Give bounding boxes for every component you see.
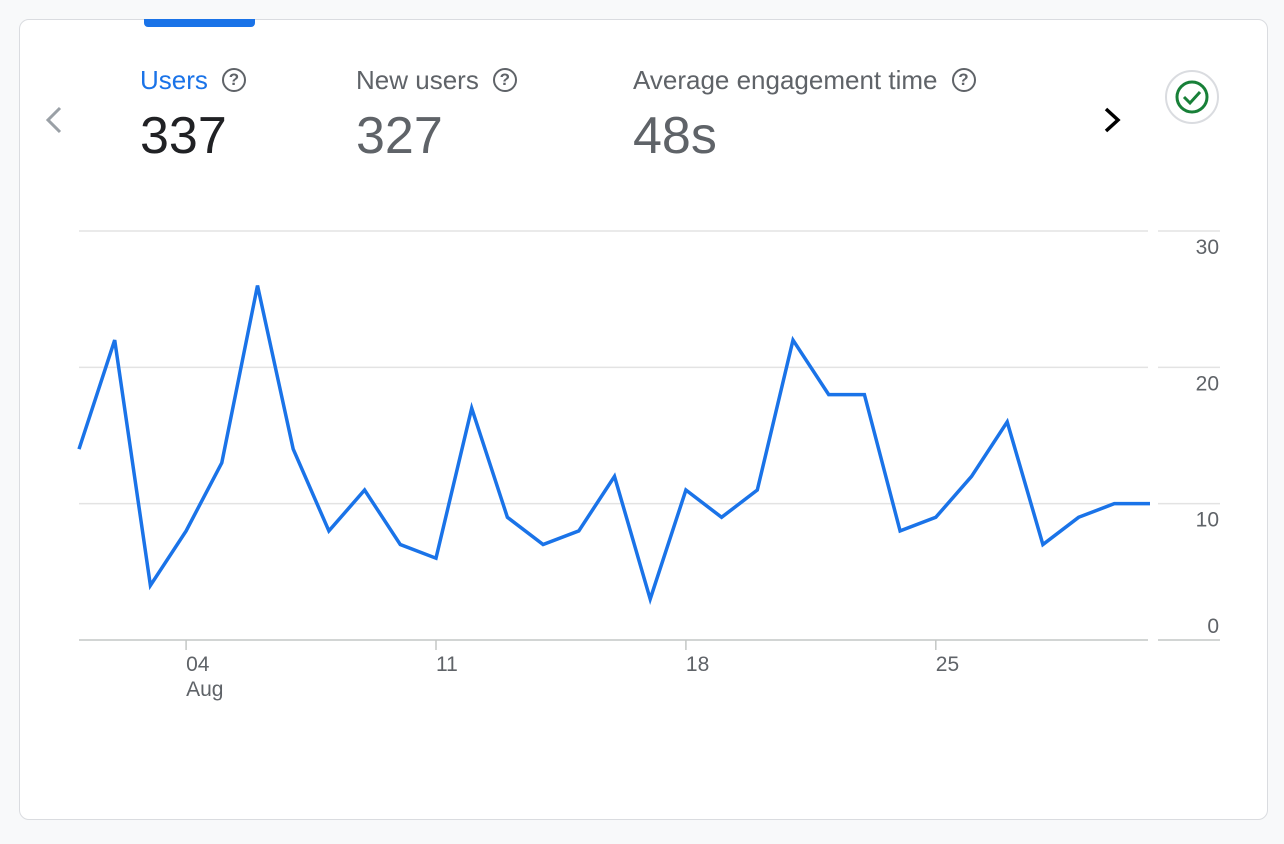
help-circle-icon[interactable]: ?: [221, 68, 246, 92]
y-tick-label: 30: [1196, 236, 1219, 259]
data-point[interactable]: [787, 334, 799, 346]
x-tick-label: 04: [186, 653, 210, 676]
metric-value: 327: [356, 107, 443, 165]
metric-label: New users: [356, 64, 479, 95]
data-point[interactable]: [680, 484, 692, 496]
users-overview-card: [19, 19, 1268, 820]
data-point[interactable]: [287, 443, 299, 455]
metric-tab-new-users[interactable]: New users? 327: [356, 62, 517, 166]
metric-tab-users[interactable]: Users? 337: [140, 62, 246, 166]
data-point[interactable]: [1037, 539, 1049, 551]
data-point[interactable]: [751, 484, 763, 496]
data-point[interactable]: [359, 484, 371, 496]
data-point[interactable]: [180, 525, 192, 537]
check-circle-icon: [1175, 80, 1209, 114]
data-point[interactable]: [716, 511, 728, 523]
metric-tab-avg-engagement-time[interactable]: Average engagement time? 48s: [633, 62, 976, 166]
data-point[interactable]: [394, 539, 406, 551]
data-point[interactable]: [966, 470, 978, 482]
x-tick-label: 25: [936, 653, 959, 676]
data-point[interactable]: [894, 525, 906, 537]
status-indicator[interactable]: [1165, 70, 1219, 124]
data-point[interactable]: [858, 389, 870, 401]
data-point[interactable]: [252, 280, 264, 292]
data-point[interactable]: [609, 470, 621, 482]
data-point[interactable]: [930, 511, 942, 523]
data-point[interactable]: [323, 525, 335, 537]
y-tick-label: 0: [1207, 615, 1219, 638]
data-point[interactable]: [1108, 498, 1120, 510]
active-tab-indicator: [144, 19, 255, 27]
metric-label: Average engagement time: [633, 64, 938, 95]
data-point[interactable]: [430, 552, 442, 564]
data-point[interactable]: [501, 511, 513, 523]
next-metrics-button[interactable]: [1098, 104, 1126, 141]
help-circle-icon[interactable]: ?: [951, 68, 976, 92]
metric-value: 48s: [633, 107, 717, 165]
series-line-users: [77, 285, 1150, 606]
data-point[interactable]: [109, 334, 121, 346]
y-tick-label: 10: [1196, 509, 1219, 532]
data-point[interactable]: [144, 579, 156, 591]
data-point[interactable]: [1001, 416, 1013, 428]
data-point[interactable]: [573, 525, 585, 537]
chevron-left-icon: [45, 106, 62, 134]
x-tick-label: 11: [436, 653, 458, 676]
help-circle-icon[interactable]: ?: [492, 68, 517, 92]
data-point[interactable]: [466, 402, 478, 414]
data-point[interactable]: [1144, 498, 1156, 510]
metric-label: Users: [140, 64, 208, 95]
x-tick-label: 18: [686, 653, 709, 676]
metric-value: 337: [140, 107, 227, 165]
data-point[interactable]: [823, 389, 835, 401]
x-tick-sublabel: Aug: [186, 678, 223, 701]
data-point[interactable]: [1073, 511, 1085, 523]
chevron-right-icon: [1104, 107, 1121, 133]
data-point[interactable]: [644, 593, 656, 605]
data-point[interactable]: [73, 443, 85, 455]
data-point[interactable]: [216, 457, 228, 469]
prev-metrics-button[interactable]: [40, 104, 68, 141]
y-tick-label: 20: [1196, 372, 1219, 395]
data-point[interactable]: [537, 539, 549, 551]
